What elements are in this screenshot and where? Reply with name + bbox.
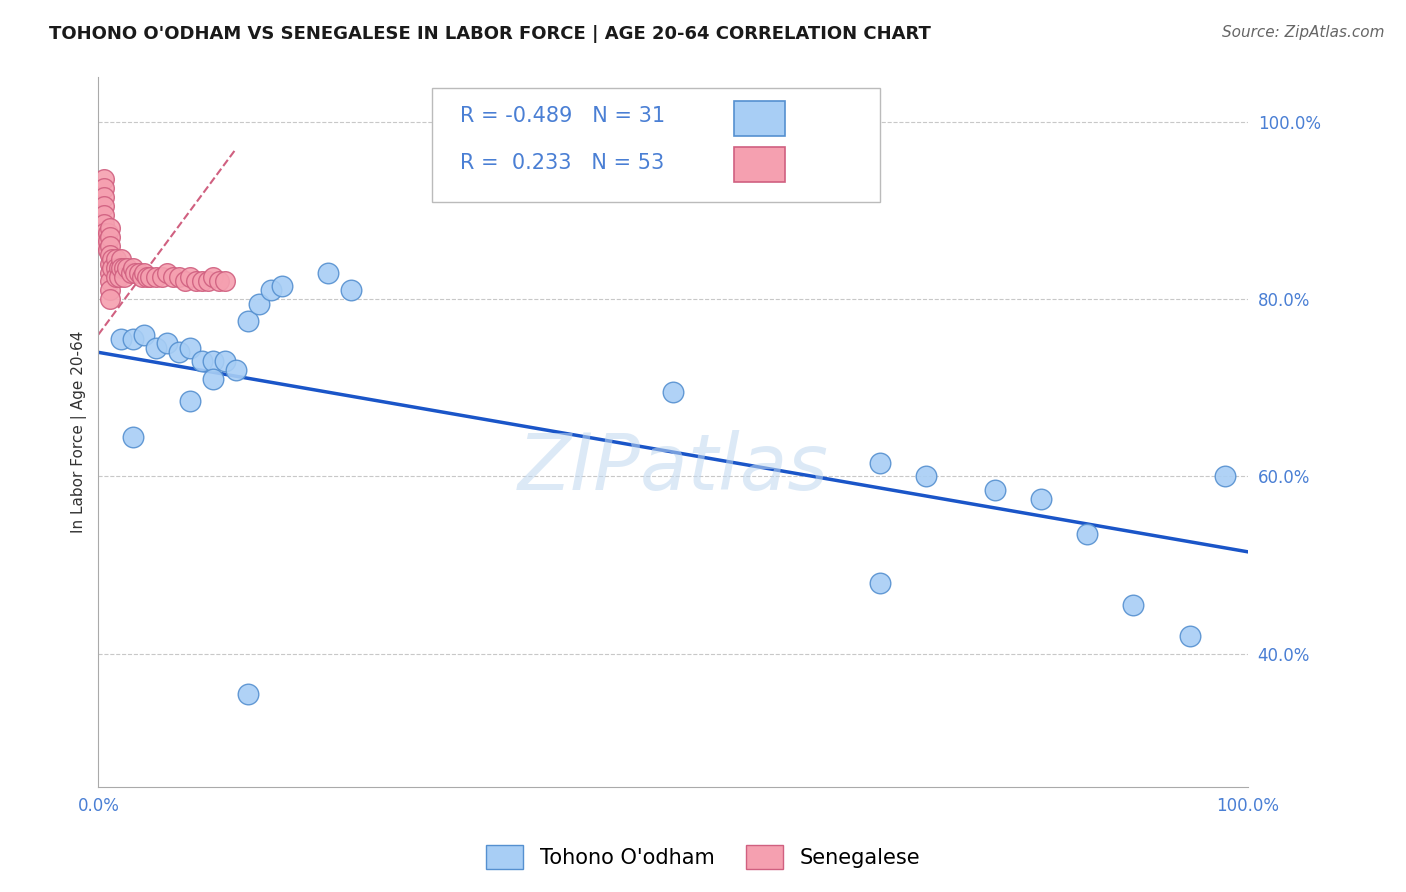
Point bbox=[98, 274, 121, 288]
Legend: Tohono O'odham, Senegalese: Tohono O'odham, Senegalese bbox=[477, 837, 929, 877]
Point bbox=[236, 687, 259, 701]
FancyBboxPatch shape bbox=[734, 147, 785, 182]
Point bbox=[184, 274, 207, 288]
FancyBboxPatch shape bbox=[734, 101, 785, 136]
Text: Source: ZipAtlas.com: Source: ZipAtlas.com bbox=[1222, 25, 1385, 40]
Point bbox=[134, 266, 156, 280]
Point bbox=[98, 257, 121, 271]
Text: TOHONO O'ODHAM VS SENEGALESE IN LABOR FORCE | AGE 20-64 CORRELATION CHART: TOHONO O'ODHAM VS SENEGALESE IN LABOR FO… bbox=[49, 25, 931, 43]
Point bbox=[984, 483, 1007, 497]
Point bbox=[145, 269, 167, 284]
Point bbox=[156, 336, 179, 351]
Point bbox=[110, 332, 132, 346]
Point bbox=[120, 266, 142, 280]
Point bbox=[1213, 469, 1236, 483]
Point bbox=[1076, 527, 1098, 541]
Point bbox=[112, 261, 135, 276]
Point bbox=[139, 269, 162, 284]
Point bbox=[162, 269, 184, 284]
Point bbox=[121, 261, 143, 276]
Point bbox=[869, 456, 891, 470]
Point bbox=[96, 226, 118, 240]
Point bbox=[93, 172, 115, 186]
Point bbox=[98, 283, 121, 297]
Point bbox=[98, 292, 121, 306]
Point bbox=[1180, 629, 1202, 643]
Point bbox=[869, 575, 891, 590]
Point bbox=[179, 394, 201, 409]
Text: R =  0.233   N = 53: R = 0.233 N = 53 bbox=[461, 153, 665, 172]
Point bbox=[316, 266, 339, 280]
Point bbox=[247, 296, 270, 310]
Point bbox=[915, 469, 938, 483]
Point bbox=[179, 341, 201, 355]
Point bbox=[167, 345, 190, 359]
Point bbox=[93, 181, 115, 195]
Point bbox=[179, 269, 201, 284]
Point bbox=[98, 266, 121, 280]
Point bbox=[271, 278, 294, 293]
Point bbox=[96, 244, 118, 258]
Point bbox=[260, 283, 283, 297]
Point bbox=[93, 235, 115, 249]
Point bbox=[202, 269, 225, 284]
Point bbox=[110, 252, 132, 267]
Point bbox=[104, 269, 127, 284]
Point bbox=[236, 314, 259, 328]
Point bbox=[128, 266, 150, 280]
Point bbox=[93, 199, 115, 213]
Point bbox=[191, 274, 214, 288]
Point bbox=[202, 354, 225, 368]
Point bbox=[191, 354, 214, 368]
Point bbox=[101, 261, 124, 276]
Point bbox=[202, 372, 225, 386]
Point bbox=[121, 332, 143, 346]
Point bbox=[662, 385, 685, 400]
Point bbox=[96, 235, 118, 249]
Point bbox=[150, 269, 173, 284]
Point bbox=[134, 327, 156, 342]
Text: ZIPatlas: ZIPatlas bbox=[517, 430, 828, 506]
Point bbox=[173, 274, 195, 288]
Point bbox=[93, 226, 115, 240]
Point bbox=[98, 239, 121, 253]
Point bbox=[135, 269, 157, 284]
Point bbox=[110, 261, 132, 276]
Point bbox=[115, 261, 138, 276]
Point bbox=[167, 269, 190, 284]
Point bbox=[98, 230, 121, 244]
Point bbox=[197, 274, 219, 288]
Y-axis label: In Labor Force | Age 20-64: In Labor Force | Age 20-64 bbox=[72, 331, 87, 533]
Point bbox=[93, 208, 115, 222]
Point bbox=[145, 341, 167, 355]
Point bbox=[340, 283, 363, 297]
Point bbox=[98, 221, 121, 235]
Text: R = -0.489   N = 31: R = -0.489 N = 31 bbox=[461, 106, 665, 127]
Point bbox=[101, 252, 124, 267]
Point bbox=[108, 269, 131, 284]
Point bbox=[104, 261, 127, 276]
Point bbox=[93, 217, 115, 231]
Point bbox=[104, 252, 127, 267]
Point bbox=[156, 266, 179, 280]
Point bbox=[1029, 491, 1052, 506]
Point bbox=[112, 269, 135, 284]
Point bbox=[1122, 598, 1144, 612]
Point bbox=[225, 363, 247, 377]
Point bbox=[98, 248, 121, 262]
Point bbox=[108, 261, 131, 276]
Point bbox=[93, 190, 115, 204]
Point bbox=[214, 354, 236, 368]
Point bbox=[214, 274, 236, 288]
Point bbox=[121, 429, 143, 443]
Point bbox=[208, 274, 231, 288]
Point bbox=[131, 269, 153, 284]
FancyBboxPatch shape bbox=[432, 88, 880, 202]
Point bbox=[124, 266, 146, 280]
